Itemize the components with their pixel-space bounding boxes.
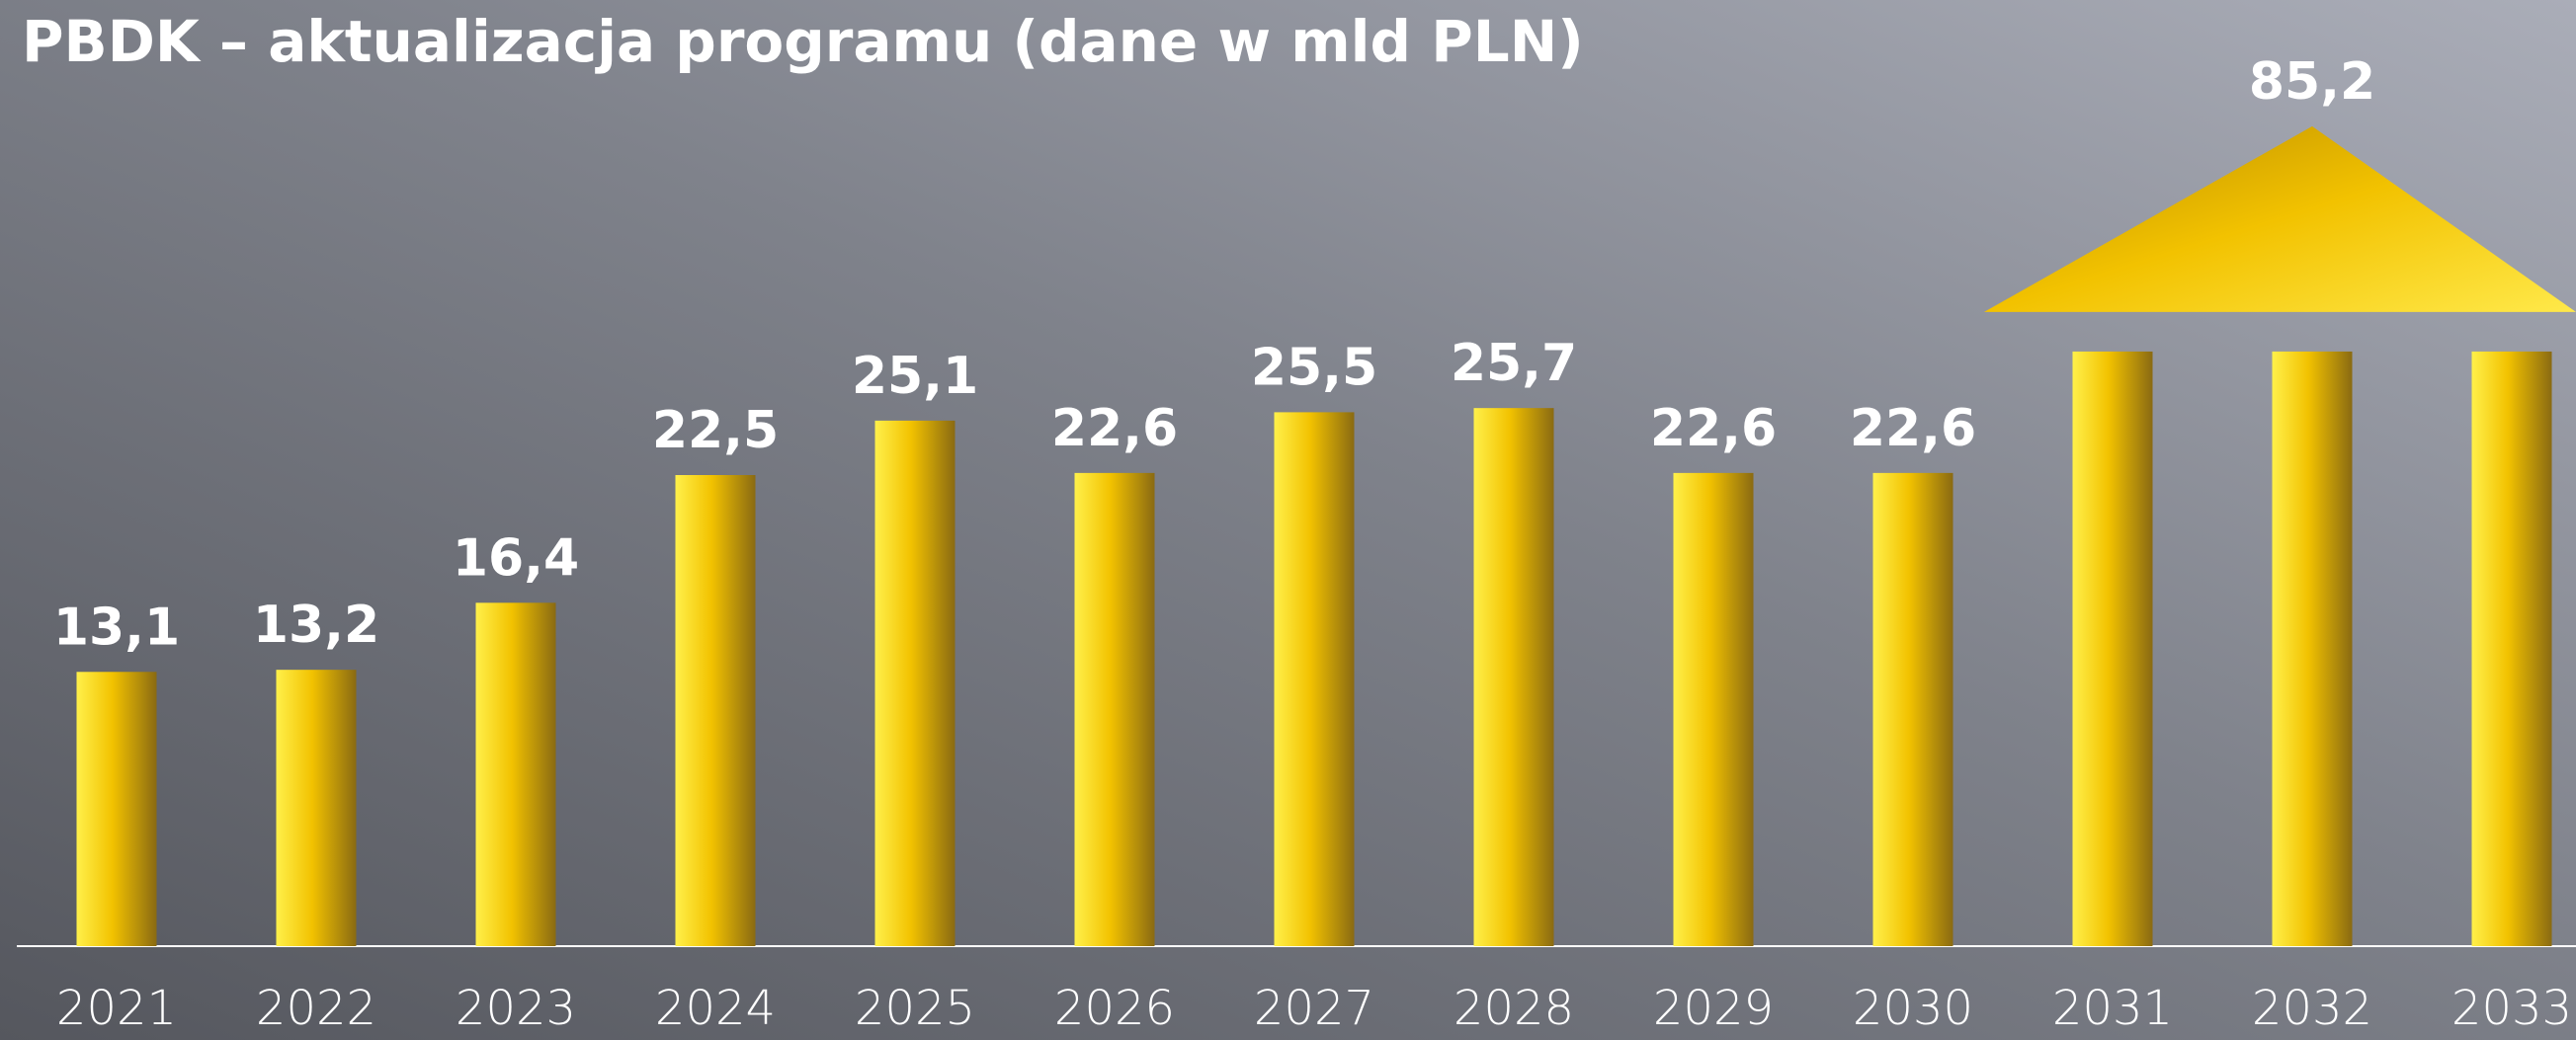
x-tick-label: 2022	[256, 981, 376, 1036]
value-label: 13,1	[53, 598, 180, 657]
bar	[1674, 473, 1754, 946]
value-label: 22,6	[1850, 399, 1976, 458]
x-tick-label: 2024	[655, 981, 776, 1036]
annotation-label: 85,2	[2249, 52, 2375, 112]
x-tick-label: 2031	[2052, 981, 2173, 1036]
x-tick-label: 2026	[1054, 981, 1175, 1036]
x-tick-label: 2032	[2252, 981, 2372, 1036]
bar	[476, 602, 556, 946]
bar	[277, 670, 357, 946]
bar	[2273, 352, 2353, 946]
x-tick-label: 2028	[1454, 981, 1574, 1036]
x-tick-label: 2030	[1853, 981, 1973, 1036]
x-tick-label: 2023	[456, 981, 576, 1036]
bar	[1275, 412, 1355, 946]
x-tick-label: 2033	[2451, 981, 2572, 1036]
bar	[1873, 473, 1953, 946]
x-tick-label: 2027	[1254, 981, 1374, 1036]
chart: PBDK – aktualizacja programu (dane w mld…	[0, 0, 2576, 1040]
bar	[875, 421, 956, 946]
bar	[2472, 352, 2552, 946]
chart-title: PBDK – aktualizacja programu (dane w mld…	[22, 8, 1584, 75]
x-tick-label: 2029	[1653, 981, 1774, 1036]
bar	[1075, 473, 1155, 946]
value-label: 22,6	[1650, 399, 1777, 458]
value-label: 22,6	[1051, 399, 1178, 458]
bar	[77, 672, 157, 946]
value-label: 25,7	[1451, 334, 1577, 393]
bar	[1474, 408, 1554, 946]
value-label: 13,2	[253, 596, 379, 655]
bar	[676, 475, 756, 946]
value-label: 25,5	[1251, 338, 1377, 397]
value-label: 22,5	[652, 401, 779, 460]
x-tick-label: 2025	[855, 981, 975, 1036]
bar	[2073, 352, 2153, 946]
x-tick-label: 2021	[56, 981, 177, 1036]
value-label: 25,1	[852, 347, 978, 406]
value-label: 16,4	[453, 528, 579, 588]
